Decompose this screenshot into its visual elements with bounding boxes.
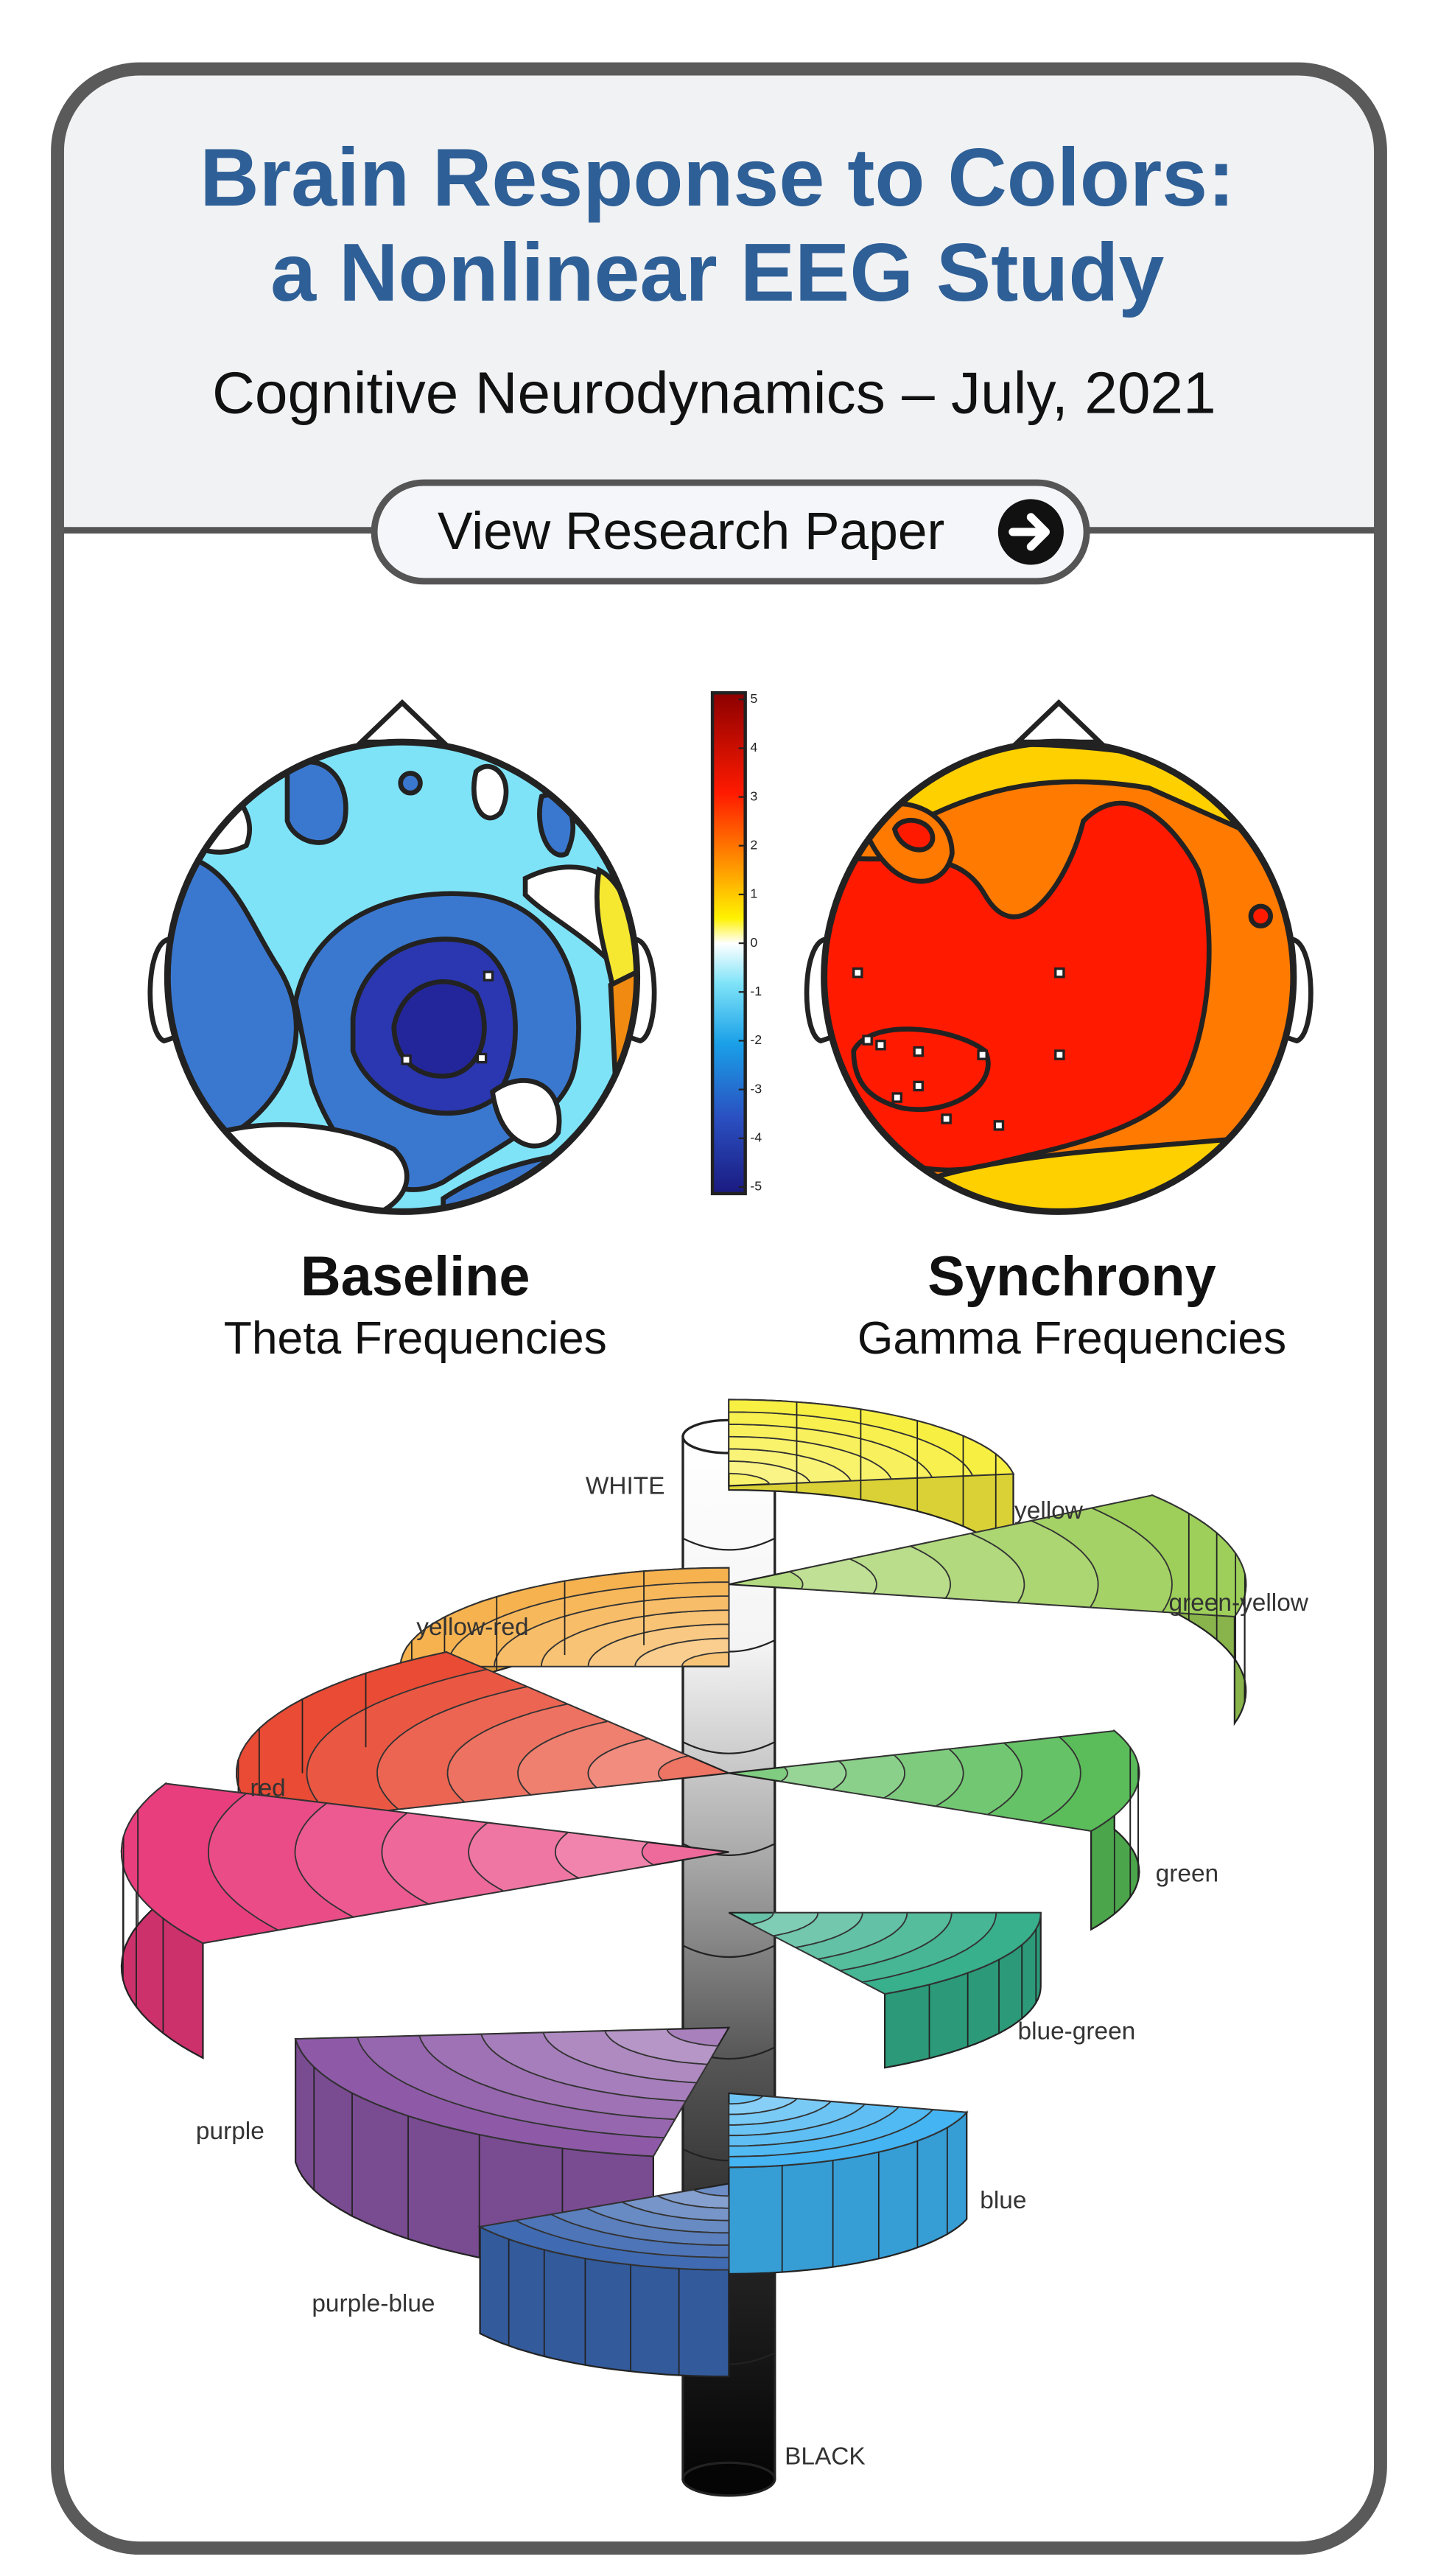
colorbar-tick-label: -5	[750, 1179, 762, 1194]
map-title: Baseline	[301, 1245, 530, 1308]
card-border	[51, 62, 1387, 2555]
munsell-color-solid: WHITE yellow green-yellow yellow-red red gree…	[120, 1399, 1309, 2497]
colorbar-tick-label: 1	[750, 886, 757, 901]
chroma-step	[236, 1651, 489, 1824]
colorbar-tick-label: -1	[750, 984, 762, 998]
chroma-step	[294, 2037, 666, 2157]
button-label[interactable]: View Research Paper	[438, 502, 944, 561]
hue-label: BLACK	[785, 2443, 866, 2470]
colorbar-tick-label: 3	[750, 788, 757, 803]
chroma-step	[477, 2219, 730, 2271]
colorbar-tick-label: -2	[750, 1032, 762, 1047]
colorbar-tick-label: 5	[750, 691, 757, 706]
hue-label: blue-green	[1018, 2017, 1136, 2045]
cylinder-band	[682, 1741, 776, 1754]
hue-label: purple	[196, 2118, 264, 2145]
chroma-step	[121, 1782, 280, 1944]
cylinder-band	[682, 1945, 776, 1959]
map-title: Synchrony	[927, 1245, 1216, 1308]
colorbar-tick-label: 2	[750, 837, 757, 852]
chroma-step	[860, 1911, 1042, 1995]
title: a Nonlinear EEG Study	[270, 226, 1164, 318]
hue-label: green	[1156, 1860, 1218, 1887]
hue-label: purple-blue	[312, 2290, 435, 2317]
colorbar-tick-label: -4	[750, 1130, 762, 1144]
chroma-step	[1090, 1494, 1247, 1617]
arrow-glyph	[1009, 513, 1050, 551]
title: Brain Response to Colors:	[200, 131, 1235, 223]
colorbar-tick-label: -3	[750, 1081, 762, 1096]
hue-label: WHITE	[586, 1473, 665, 1500]
chroma-step	[728, 1399, 1015, 1477]
hue-label: green-yellow	[1169, 1589, 1309, 1617]
chroma-step	[728, 2109, 969, 2169]
subtitle: Cognitive Neurodynamics – July, 2021	[212, 359, 1216, 425]
map-subtitle: Theta Frequencies	[224, 1313, 607, 1364]
topomap-synchrony	[804, 699, 1314, 1215]
colorbar-tick-label: 0	[750, 935, 757, 950]
research-paper-button[interactable]: View Research Paper	[371, 479, 1090, 585]
cylinder-bottom	[681, 2461, 776, 2497]
hue-label: blue	[980, 2187, 1026, 2214]
cylinder-band	[682, 1537, 776, 1551]
map-subtitle: Gamma Frequencies	[857, 1313, 1286, 1364]
colorbar-tick-label: 4	[750, 740, 757, 755]
hue-label: yellow	[1014, 1497, 1084, 1525]
button-bg[interactable]	[371, 479, 1090, 585]
hue-label: red	[250, 1775, 285, 1802]
hue-label: yellow-red	[416, 1614, 528, 1641]
